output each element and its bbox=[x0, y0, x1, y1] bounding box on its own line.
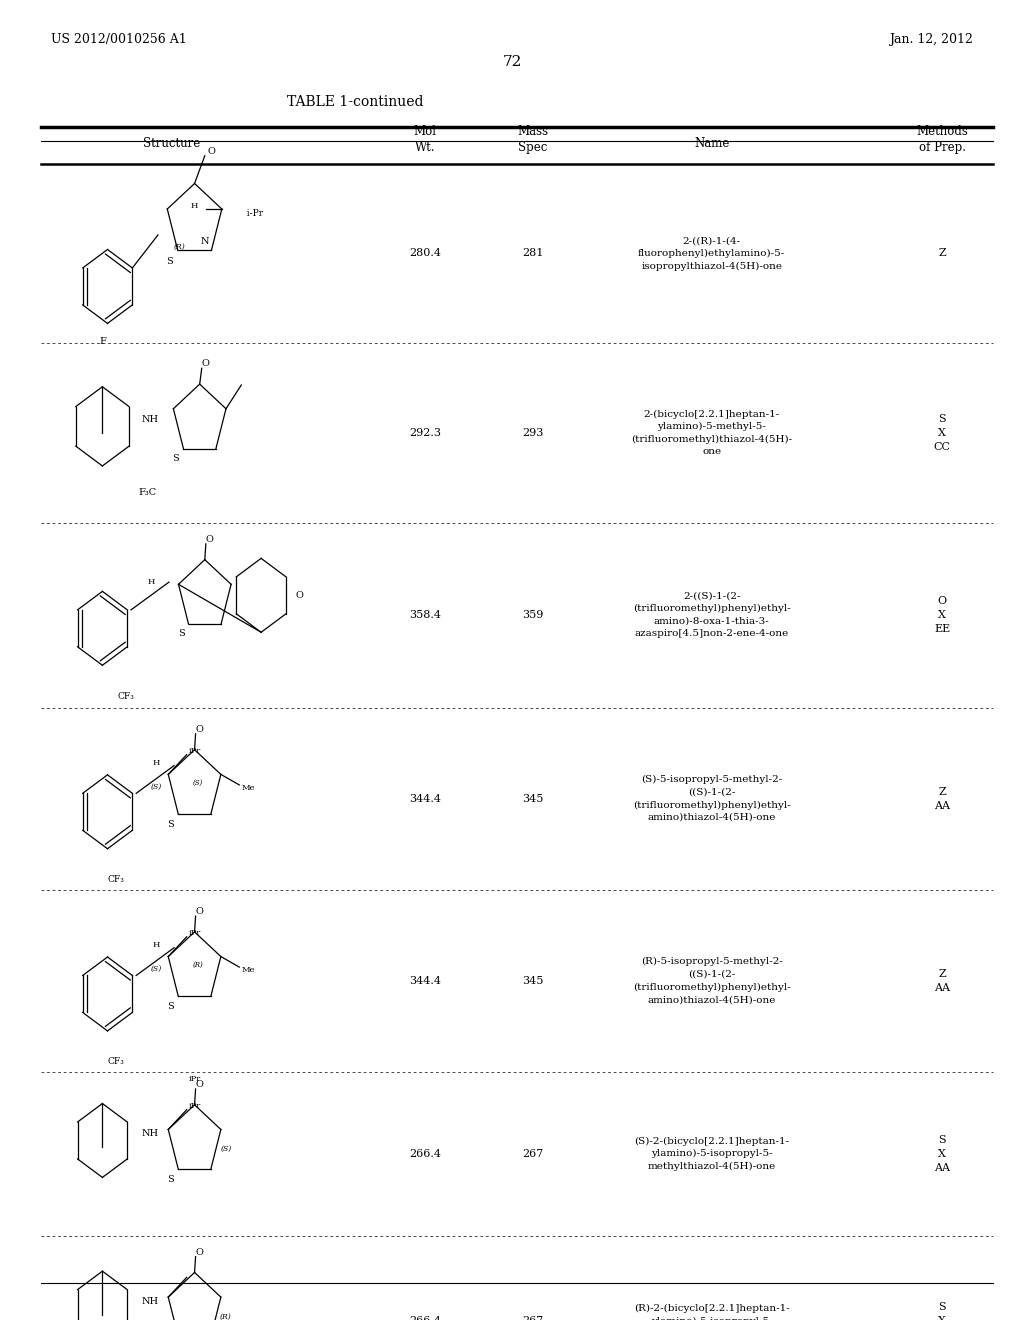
Text: 72: 72 bbox=[503, 55, 521, 70]
Text: Name: Name bbox=[694, 137, 729, 150]
Text: (S): (S) bbox=[152, 965, 162, 973]
Text: H: H bbox=[153, 759, 161, 767]
Text: O: O bbox=[196, 1080, 204, 1089]
Text: (R): (R) bbox=[173, 243, 185, 251]
Text: (R): (R) bbox=[220, 1313, 231, 1320]
Text: iPr: iPr bbox=[188, 929, 201, 937]
Text: NH: NH bbox=[141, 1298, 159, 1305]
Text: (S)-5-isopropyl-5-methyl-2-
((S)-1-(2-
(trifluoromethyl)phenyl)ethyl-
amino)thia: (S)-5-isopropyl-5-methyl-2- ((S)-1-(2- (… bbox=[633, 775, 791, 822]
Text: (S): (S) bbox=[220, 1146, 231, 1154]
Text: 344.4: 344.4 bbox=[409, 793, 441, 804]
Text: 292.3: 292.3 bbox=[409, 428, 441, 438]
Text: (S): (S) bbox=[193, 779, 203, 787]
Text: 266.4: 266.4 bbox=[409, 1148, 441, 1159]
Text: O
X
EE: O X EE bbox=[934, 597, 950, 634]
Text: Me: Me bbox=[242, 784, 255, 792]
Text: O: O bbox=[196, 1247, 204, 1257]
Text: Z
AA: Z AA bbox=[934, 969, 950, 993]
Text: US 2012/0010256 A1: US 2012/0010256 A1 bbox=[51, 33, 187, 46]
Text: 267: 267 bbox=[522, 1316, 543, 1320]
Text: O: O bbox=[196, 725, 204, 734]
Text: O: O bbox=[196, 907, 204, 916]
Text: CF₃: CF₃ bbox=[108, 875, 124, 884]
Text: (S)-2-(bicyclo[2.2.1]heptan-1-
ylamino)-5-isopropyl-5-
methylthiazol-4(5H)-one: (S)-2-(bicyclo[2.2.1]heptan-1- ylamino)-… bbox=[634, 1137, 790, 1171]
Text: Z: Z bbox=[938, 248, 946, 259]
Text: NH: NH bbox=[141, 416, 159, 424]
Text: F: F bbox=[99, 337, 105, 346]
Text: i-Pr: i-Pr bbox=[241, 210, 263, 218]
Text: F₃C: F₃C bbox=[138, 488, 157, 496]
Text: 267: 267 bbox=[522, 1148, 543, 1159]
Text: Methods
of Prep.: Methods of Prep. bbox=[916, 125, 968, 154]
Text: 344.4: 344.4 bbox=[409, 975, 441, 986]
Text: 345: 345 bbox=[522, 975, 543, 986]
Text: 293: 293 bbox=[522, 428, 543, 438]
Text: (R)-5-isopropyl-5-methyl-2-
((S)-1-(2-
(trifluoromethyl)phenyl)ethyl-
amino)thia: (R)-5-isopropyl-5-methyl-2- ((S)-1-(2- (… bbox=[633, 957, 791, 1005]
Text: H: H bbox=[153, 941, 161, 949]
Text: S: S bbox=[168, 1175, 174, 1184]
Text: H: H bbox=[190, 202, 199, 210]
Text: 281: 281 bbox=[522, 248, 543, 259]
Text: S: S bbox=[168, 820, 174, 829]
Text: H: H bbox=[147, 578, 156, 586]
Text: S
X
AA: S X AA bbox=[934, 1135, 950, 1172]
Text: NH: NH bbox=[141, 1130, 159, 1138]
Text: Mol
Wt.: Mol Wt. bbox=[414, 125, 436, 154]
Text: O: O bbox=[206, 535, 214, 544]
Text: (S): (S) bbox=[152, 783, 162, 791]
Text: TABLE 1-continued: TABLE 1-continued bbox=[287, 95, 423, 110]
Text: 2-(bicyclo[2.2.1]heptan-1-
ylamino)-5-methyl-5-
(trifluoromethyl)thiazol-4(5H)-
: 2-(bicyclo[2.2.1]heptan-1- ylamino)-5-me… bbox=[631, 409, 793, 457]
Text: iPr: iPr bbox=[188, 747, 201, 755]
Text: S: S bbox=[166, 257, 173, 265]
Text: S
X
AA: S X AA bbox=[934, 1303, 950, 1320]
Text: Me: Me bbox=[242, 966, 255, 974]
Text: 345: 345 bbox=[522, 793, 543, 804]
Text: S: S bbox=[178, 630, 184, 639]
Text: 2-((R)-1-(4-
fluorophenyl)ethylamino)-5-
isopropylthiazol-4(5H)-one: 2-((R)-1-(4- fluorophenyl)ethylamino)-5-… bbox=[638, 236, 785, 271]
Text: Mass
Spec: Mass Spec bbox=[517, 125, 548, 154]
Text: 266.4: 266.4 bbox=[409, 1316, 441, 1320]
Text: CF₃: CF₃ bbox=[118, 692, 134, 701]
Text: (R): (R) bbox=[193, 961, 203, 969]
Text: N: N bbox=[201, 238, 209, 247]
Text: S
X
CC: S X CC bbox=[934, 414, 950, 451]
Text: S: S bbox=[173, 454, 179, 463]
Text: Jan. 12, 2012: Jan. 12, 2012 bbox=[889, 33, 973, 46]
Text: S: S bbox=[168, 1002, 174, 1011]
Text: O: O bbox=[208, 148, 216, 156]
Text: O: O bbox=[296, 591, 304, 599]
Text: 359: 359 bbox=[522, 610, 543, 620]
Text: 280.4: 280.4 bbox=[409, 248, 441, 259]
Text: O: O bbox=[202, 359, 210, 368]
Text: 358.4: 358.4 bbox=[409, 610, 441, 620]
Text: iPr: iPr bbox=[188, 1076, 201, 1084]
Text: Structure: Structure bbox=[143, 137, 201, 150]
Text: 2-((S)-1-(2-
(trifluoromethyl)phenyl)ethyl-
amino)-8-oxa-1-thia-3-
azaspiro[4.5]: 2-((S)-1-(2- (trifluoromethyl)phenyl)eth… bbox=[633, 591, 791, 639]
Text: CF₃: CF₃ bbox=[108, 1057, 124, 1067]
Text: Z
AA: Z AA bbox=[934, 787, 950, 810]
Text: (R)-2-(bicyclo[2.2.1]heptan-1-
ylamino)-5-isopropyl-5-
methylthiazol-4(5H)-one: (R)-2-(bicyclo[2.2.1]heptan-1- ylamino)-… bbox=[634, 1304, 790, 1320]
Text: iPr: iPr bbox=[188, 1102, 201, 1110]
